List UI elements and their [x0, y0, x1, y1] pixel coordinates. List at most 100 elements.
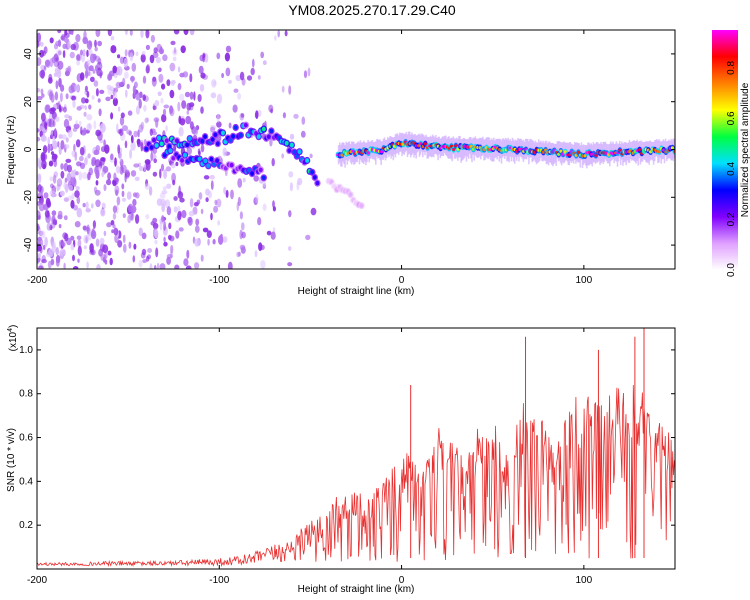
noise-blob	[181, 210, 187, 219]
noise-blob	[177, 66, 181, 73]
noise-blob	[130, 170, 137, 177]
noise-blob	[106, 222, 112, 228]
noise-blob	[142, 94, 146, 101]
rising-branch-core	[310, 170, 315, 175]
noise-blob	[49, 224, 53, 231]
noise-blob	[216, 114, 220, 123]
noise-blob	[113, 172, 117, 181]
noise-blob	[123, 243, 127, 253]
rising-branch-core	[159, 141, 164, 147]
noise-blob	[172, 179, 176, 186]
noise-blob	[262, 180, 267, 187]
rising-branch-core	[203, 134, 208, 139]
noise-blob	[246, 75, 253, 81]
noise-blob	[75, 139, 81, 148]
noise-blob	[189, 121, 194, 130]
noise-blob	[148, 186, 153, 196]
noise-blob	[60, 170, 65, 179]
snr-y-ticks: 0.2 0.4 0.6 0.8 1.0	[19, 345, 675, 531]
noise-blob	[69, 51, 75, 59]
snr-scale-note: (x104)	[7, 325, 19, 352]
noise-blob	[47, 89, 54, 97]
noise-blob	[81, 54, 86, 63]
noise-blob	[161, 203, 166, 213]
noise-blob	[289, 133, 295, 140]
noise-blob	[67, 65, 72, 74]
noise-blob	[193, 202, 199, 207]
noise-blob	[59, 249, 66, 256]
noise-blob	[161, 114, 167, 123]
noise-blob	[99, 237, 105, 245]
noise-blob	[189, 102, 195, 108]
noise-blob	[70, 30, 74, 36]
ridge-halo	[530, 139, 532, 157]
noise-blob	[154, 100, 160, 107]
noise-blob	[37, 253, 41, 259]
noise-blob	[115, 189, 119, 196]
noise-blob	[169, 105, 174, 115]
noise-blob	[110, 153, 114, 161]
noise-blob	[42, 145, 48, 154]
noise-blob	[107, 30, 113, 37]
noise-blob	[64, 144, 70, 149]
noise-blob	[100, 254, 107, 262]
noise-blob	[39, 125, 43, 131]
noise-blob	[240, 113, 245, 118]
noise-blob	[140, 141, 144, 152]
noise-blob	[68, 85, 75, 94]
noise-blob	[107, 73, 112, 81]
spectrogram-x-label: Height of straight line (km)	[298, 286, 415, 297]
noise-blob	[88, 104, 92, 110]
noise-blob	[288, 246, 292, 251]
noise-blob	[288, 85, 292, 95]
noise-blob	[120, 112, 125, 119]
snr-x-tick-label: -200	[27, 575, 47, 586]
rising-branch-core	[266, 134, 271, 139]
noise-blob	[107, 172, 111, 181]
noise-blob	[97, 98, 101, 103]
noise-blob	[271, 158, 275, 167]
noise-blob	[50, 183, 54, 189]
spectrogram-y-tick-label: 0	[23, 146, 34, 152]
noise-blob	[216, 52, 221, 60]
noise-blob	[157, 91, 162, 97]
lower-branch-core	[215, 158, 220, 163]
trailing-tail-core	[348, 192, 353, 197]
spectrogram-x-tick-label: 0	[399, 275, 405, 286]
noise-blob	[145, 161, 151, 171]
lower-branch-core	[168, 148, 173, 153]
noise-blob	[124, 49, 128, 57]
noise-blob	[145, 30, 150, 39]
noise-blob	[168, 222, 172, 230]
noise-blob	[146, 117, 150, 123]
noise-blob	[98, 108, 102, 117]
noise-blob	[51, 153, 58, 160]
noise-blob	[218, 235, 224, 245]
noise-blob	[130, 135, 134, 144]
noise-blob	[93, 120, 97, 130]
noise-blob	[197, 94, 202, 102]
rising-branch-core	[305, 158, 310, 163]
noise-blob	[121, 190, 125, 197]
noise-blob	[84, 105, 87, 110]
noise-blob	[160, 163, 165, 172]
snr-y-label: SNR (10 * v/v)	[6, 428, 17, 492]
noise-blob	[174, 264, 180, 269]
noise-blob	[272, 200, 275, 208]
noise-blob	[103, 139, 106, 147]
noise-blob	[255, 194, 259, 204]
noise-blob	[195, 218, 200, 226]
noise-blob	[101, 171, 105, 178]
noise-blob	[255, 110, 259, 119]
noise-blob	[70, 199, 75, 209]
figure-title: YM08.2025.270.17.29.C40	[288, 2, 456, 18]
colorbar-tick-label: 0.2	[726, 212, 737, 226]
noise-blob	[180, 45, 186, 54]
noise-blob	[75, 171, 79, 176]
noise-blob	[221, 73, 225, 78]
spectrogram-x-tick-label: 100	[576, 275, 593, 286]
spectrogram-x-tick-label: -100	[209, 275, 229, 286]
noise-blob	[237, 178, 243, 188]
lower-branch-core	[258, 167, 263, 173]
noise-blob	[62, 50, 66, 59]
